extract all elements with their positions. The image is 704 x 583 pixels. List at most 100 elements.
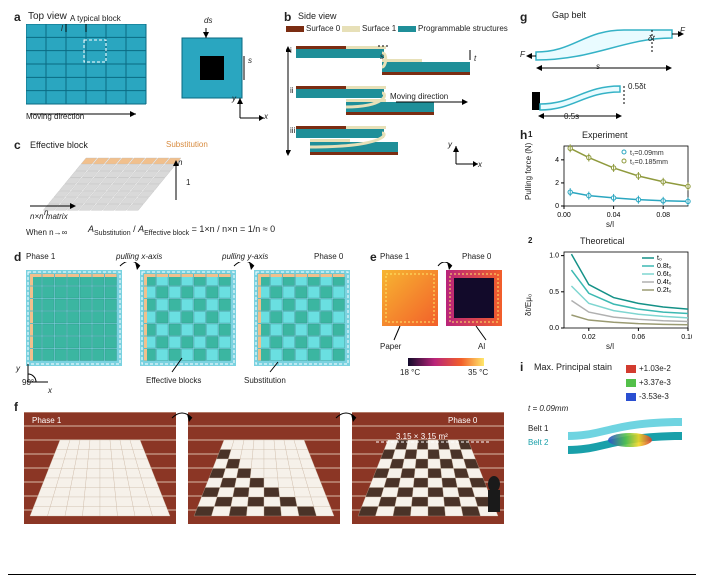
text: 18 °C [400,368,420,377]
text: b [284,10,291,24]
panel-f [22,412,510,532]
svg-text:0.4t₀: 0.4t₀ [657,279,672,286]
text: s/l [606,342,614,351]
text: y [16,364,20,373]
panel-e [380,262,508,382]
text: Top view [28,11,67,22]
text: Max. Principal stain [534,362,612,372]
text: s [380,52,384,61]
svg-text:0.08: 0.08 [656,212,670,219]
svg-text:0.6t₀: 0.6t₀ [657,271,672,278]
ylabel2: δt/Eμ₀ [524,294,533,316]
text: i [520,360,523,374]
text: F [520,50,525,59]
text: ds [204,16,212,25]
svg-text:0.00: 0.00 [557,212,571,219]
cbar-item: +3.37e-3 [626,378,671,387]
text: l [61,24,63,33]
text: Paper [380,342,401,351]
text: h [520,128,527,142]
text: 1 [528,130,532,139]
text: pulling y-axis [222,252,268,261]
legend-text: Programmable structures [418,24,508,33]
text: 0.5δt [628,82,646,91]
svg-text:0.10: 0.10 [681,334,692,341]
svg-text:0.02: 0.02 [582,334,596,341]
legend-item: Programmable structures [398,24,508,33]
text: e [370,250,377,264]
panel-g [524,22,688,120]
text: d [14,250,21,264]
text: 0.5s [564,112,579,121]
text: s [248,56,252,65]
legend-item: Surface 0 [286,24,340,33]
svg-text:0.2t₀: 0.2t₀ [657,287,672,294]
text: Substitution [166,140,208,149]
ylabel: Pulling force (N) [524,143,533,200]
text: Gap belt [552,10,586,20]
h-exp-plot: 0.000.040.08024t₁=0.09mmt₂=0.185mm [542,142,692,222]
text: A typical block [70,14,121,23]
text: Side view [298,11,337,21]
h-theo-plot: 0.02 0.06 0.10 0.0 0.5 1.0 t₀0.8t₀0.6t₀0.4t₀0.… [542,248,692,344]
text: s/l [606,220,614,229]
text: y [448,140,452,149]
legend-text: Surface 0 [306,24,340,33]
text: 3.15 × 3.15 m² [396,432,448,441]
axes-icon [234,94,272,126]
text: t [474,54,476,63]
svg-text:t₀: t₀ [657,255,662,262]
text: Substitution [244,376,286,385]
svg-text:0.8t₀: 0.8t₀ [657,263,672,270]
text: Moving direction [390,92,448,101]
svg-text:0: 0 [555,203,559,210]
text: s [596,62,600,71]
cbar-item: +1.03e-2 [626,364,671,373]
svg-text:0.04: 0.04 [607,212,621,219]
panel-d [22,262,362,388]
text: 90° [22,378,34,387]
text: Phase 0 [462,252,491,261]
text: f [14,400,18,414]
text: When n→∞ [26,228,67,237]
text: Phase 1 [32,416,61,425]
text: Theoretical [580,236,625,246]
fraction: ASubstitution / AEffective block = 1×n /… [88,224,275,237]
svg-text:2: 2 [555,180,559,187]
svg-text:0.06: 0.06 [632,334,646,341]
text: a [14,10,21,24]
text: Effective block [30,140,88,150]
text: Al [478,342,485,351]
text: iii [290,126,295,135]
text: n [178,158,182,167]
text: Phase 1 [380,252,409,261]
text: n×n matrix [30,212,68,221]
text: x [48,386,52,395]
svg-text:4: 4 [555,157,559,164]
cbar-item: -3.53e-3 [626,392,669,401]
text: c [14,138,21,152]
text: δt [648,34,655,43]
text: Phase 1 [26,252,55,261]
text: Belt 2 [528,438,548,447]
text: x [264,112,268,121]
text: Phase 0 [314,252,343,261]
text: Experiment [582,130,628,140]
legend-text: Surface 1 [362,24,396,33]
text: t = 0.09mm [528,404,568,413]
svg-text:t₁=0.09mm: t₁=0.09mm [630,150,664,157]
text: Belt 1 [528,424,548,433]
text: 35 °C [468,368,488,377]
svg-text:1.0: 1.0 [549,253,559,260]
text: x [478,160,482,169]
svg-text:0.0: 0.0 [549,325,559,332]
text: i [290,46,292,55]
text: 1 [186,178,190,187]
text: Phase 0 [448,416,477,425]
text: pulling x-axis [116,252,162,261]
panel-a-grid [26,24,166,122]
text: 2 [528,236,532,245]
svg-text:0.5: 0.5 [549,289,559,296]
text: F [680,26,685,35]
panel-i-fem [564,412,692,468]
